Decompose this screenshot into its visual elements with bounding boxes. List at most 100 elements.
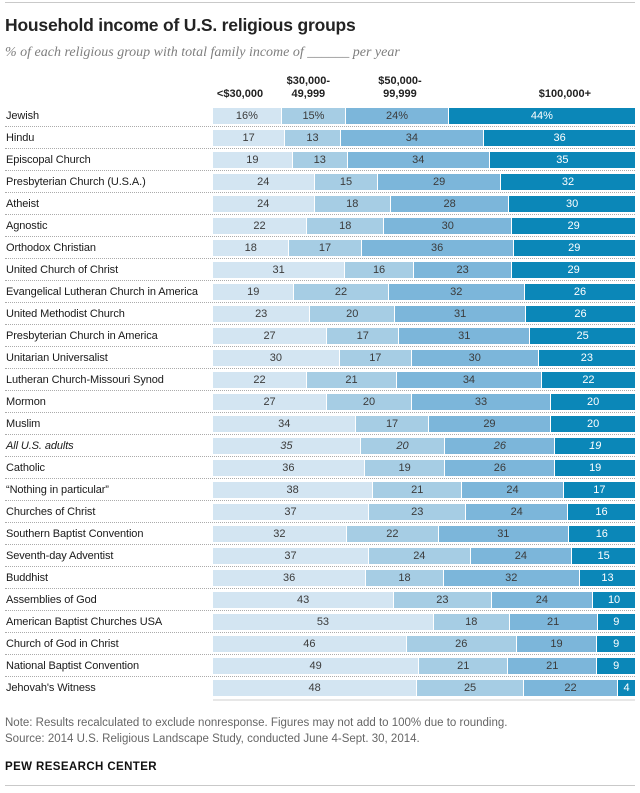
label-column-spacer — [5, 67, 213, 103]
bar-segment: 36 — [483, 129, 635, 146]
bar-segment: 23 — [412, 261, 512, 278]
bar-segment: 22 — [213, 371, 307, 388]
bar-segment: 20 — [550, 415, 635, 432]
bar-segment: 21 — [418, 657, 508, 674]
bar-segment: 19 — [213, 283, 294, 300]
stacked-bar: 31 16 23 29 — [213, 261, 635, 278]
bar-segment: 24 — [490, 591, 593, 608]
row-label: Jewish — [6, 109, 40, 122]
top-rule — [5, 2, 635, 3]
bar-segment: 26 — [444, 437, 555, 454]
table-row: Presbyterian Church (U.S.A.) 24 15 29 32 — [5, 171, 635, 193]
chart-subtitle: % of each religious group with total fam… — [5, 45, 400, 60]
table-row: Jewish 16% 15% 24% 44% — [5, 105, 635, 127]
table-row: Orthodox Christian 18 17 36 29 — [5, 237, 636, 259]
column-header: $50,000- 99,999 — [378, 74, 422, 100]
page-title: Household income of U.S. religious group… — [5, 15, 356, 35]
bar-segment: 19 — [213, 151, 292, 168]
bar-rows: Jewish 16% 15% 24% 44% Hindu 17 13 34 36 Episcopal… — [5, 105, 636, 699]
table-row: All U.S. adults 35 20 26 19 — [5, 435, 635, 457]
bar-segment: 29 — [512, 239, 636, 256]
row-label: Church of God in Christ — [6, 637, 119, 650]
stacked-bar: 34 17 29 20 — [213, 415, 635, 432]
bar-segment: 27 — [213, 393, 327, 410]
bar-segment: 19 — [554, 459, 635, 476]
row-label: Muslim — [6, 417, 41, 430]
bar-segment: 34 — [395, 371, 541, 388]
row-label: Churches of Christ — [6, 505, 96, 518]
bar-segment: 22 — [522, 680, 618, 696]
bar-segment: 29 — [427, 415, 551, 432]
bar-segment: 21 — [507, 657, 597, 674]
bar-segment: 30 — [213, 349, 339, 366]
stacked-bar: 22 18 30 29 — [213, 217, 635, 234]
column-header: <$30,000 — [216, 87, 264, 100]
bar-segment: 33 — [410, 393, 551, 410]
bar-segment: 48 — [213, 680, 417, 696]
bar-segment: 18 — [213, 239, 289, 256]
table-row: Evangelical Lutheran Church in America 19… — [5, 281, 636, 303]
stacked-bar: 18 17 36 29 — [213, 239, 636, 256]
row-label: Episcopal Church — [6, 153, 91, 166]
column-headers: <$30,000 $30,000- 49,999 $50,000- 99,999 $1… — [213, 67, 635, 103]
row-label: Lutheran Church-Missouri Synod — [6, 373, 164, 386]
bar-segment: 18 — [313, 195, 390, 212]
bar-segment: 43 — [213, 591, 394, 608]
bar-segment: 23 — [393, 591, 491, 608]
stacked-bar: 35 20 26 19 — [213, 437, 635, 454]
bottom-rule — [5, 785, 635, 787]
bar-segment: 9 — [596, 657, 635, 674]
bar-segment: 19 — [554, 437, 635, 454]
bar-segment: 46 — [213, 635, 406, 652]
column-header-row: <$30,000 $30,000- 49,999 $50,000- 99,999 $1… — [5, 67, 635, 103]
table-row: Buddhist 36 18 32 13 — [5, 567, 635, 589]
bar-segment: 31 — [398, 327, 530, 344]
bar-segment: 24 — [213, 195, 314, 212]
bar-segment: 32 — [442, 569, 579, 586]
stacked-bar: 16% 15% 24% 44% — [213, 107, 635, 124]
bar-segment: 31 — [394, 305, 526, 322]
stacked-bar: 37 24 24 15 — [213, 547, 635, 564]
bar-segment: 28 — [389, 195, 509, 212]
stacked-bar: 30 17 30 23 — [213, 349, 636, 366]
bar-segment: 19 — [515, 635, 597, 652]
bar-segment: 25 — [416, 680, 523, 696]
table-row: Agnostic 22 18 30 29 — [5, 215, 635, 237]
bar-segment: 30 — [508, 195, 635, 212]
table-row: American Baptist Churches USA 53 18 21 9 — [5, 611, 636, 633]
bar-segment: 20 — [326, 393, 411, 410]
table-row: Unitarian Universalist 30 17 30 23 — [5, 347, 636, 369]
row-label: All U.S. adults — [6, 439, 74, 452]
row-label: Assemblies of God — [6, 593, 97, 606]
bar-segment: 36 — [213, 569, 366, 586]
row-label: Unitarian Universalist — [6, 351, 108, 364]
row-label: Presbyterian Church in America — [6, 329, 158, 342]
bar-segment: 17 — [326, 327, 399, 344]
table-row: National Baptist Convention 49 21 21 9 — [5, 655, 635, 677]
bar-segment: 18 — [432, 613, 509, 630]
bar-segment: 31 — [438, 525, 568, 542]
table-row: “Nothing in particular” 38 21 24 17 — [5, 479, 635, 501]
bar-segment: 22 — [540, 371, 635, 388]
bar-segment: 35 — [488, 151, 636, 168]
bar-segment: 36 — [213, 459, 364, 476]
stacked-bar: 46 26 19 9 — [213, 635, 635, 652]
bar-segment: 19 — [363, 459, 445, 476]
row-label: Presbyterian Church (U.S.A.) — [6, 175, 146, 188]
bar-segment: 21 — [508, 613, 597, 630]
row-label: Catholic — [6, 461, 45, 474]
stacked-bar: 36 19 26 19 — [213, 459, 635, 476]
stacked-bar: 48 25 22 4 — [213, 680, 635, 696]
stacked-bar: 53 18 21 9 — [213, 613, 636, 630]
row-label: Atheist — [6, 197, 39, 210]
bar-segment: 24 — [461, 481, 563, 498]
table-row: Southern Baptist Convention 32 22 31 16 — [5, 523, 635, 545]
row-label: Orthodox Christian — [6, 241, 96, 254]
stacked-bar: 43 23 24 10 — [213, 591, 636, 608]
column-header: $100,000+ — [538, 87, 592, 100]
stacked-bar: 22 21 34 22 — [213, 371, 635, 388]
stacked-bar: 27 20 33 20 — [213, 393, 635, 410]
bar-segment: 13 — [578, 569, 635, 586]
note-text: Note: Results recalculated to exclude no… — [5, 717, 508, 729]
row-label: United Church of Christ — [6, 263, 119, 276]
